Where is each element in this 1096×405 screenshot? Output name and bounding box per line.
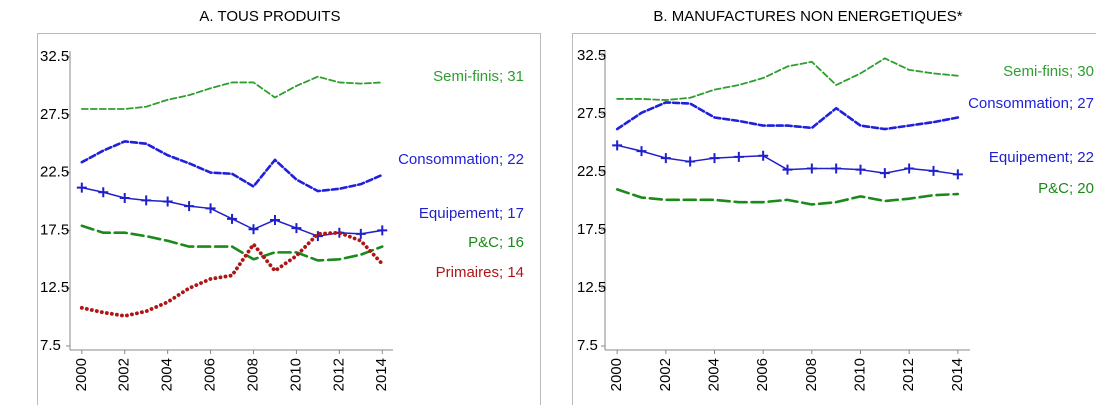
plus-marker [636, 146, 647, 157]
chart-title: B. MANUFACTURES NON ENERGETIQUES* [653, 8, 962, 25]
x-tick-label: 2012 [900, 358, 917, 391]
series-line [81, 186, 384, 237]
plus-marker [98, 187, 109, 198]
plus-marker [831, 163, 842, 174]
series-line [79, 230, 385, 318]
plus-marker [205, 203, 216, 214]
plus-marker [709, 153, 720, 164]
plus-marker [162, 196, 173, 207]
plus-marker [269, 214, 280, 225]
panel-frame [572, 33, 1096, 405]
series-label: Semi-finis; 30 [1003, 63, 1094, 80]
plus-marker [855, 164, 866, 175]
plus-marker [660, 153, 671, 164]
y-tick-label: 17.5 [577, 221, 606, 238]
plus-marker [377, 225, 388, 236]
plus-marker [184, 201, 195, 212]
plus-marker [141, 195, 152, 206]
plus-marker [76, 182, 87, 193]
plus-marker [355, 228, 366, 239]
plus-marker [782, 164, 793, 175]
series-label: Equipement; 17 [419, 205, 524, 222]
y-tick-label: 7.5 [40, 337, 61, 354]
series-label: Consommation; 22 [398, 151, 524, 168]
series-line [615, 188, 960, 206]
plus-marker [248, 224, 259, 235]
plus-marker [904, 163, 915, 174]
plus-marker [119, 193, 130, 204]
x-tick-label: 2002 [657, 358, 674, 391]
y-tick-label: 27.5 [40, 106, 69, 123]
series-label: P&C; 20 [1038, 180, 1094, 197]
series-label: Equipement; 22 [989, 149, 1094, 166]
plus-marker [806, 163, 817, 174]
x-tick-label: 2012 [330, 358, 347, 391]
x-tick-label: 2002 [116, 358, 133, 391]
x-tick-label: 2000 [73, 358, 90, 391]
x-tick-label: 2006 [202, 358, 219, 391]
plus-marker [879, 168, 890, 179]
plus-marker [685, 156, 696, 167]
panel-frame [37, 33, 541, 405]
series-line [80, 140, 384, 193]
y-tick-label: 7.5 [577, 337, 598, 354]
x-tick-label: 2014 [949, 358, 966, 391]
x-tick-label: 2008 [244, 358, 261, 391]
plus-marker [928, 165, 939, 176]
x-tick-label: 2010 [851, 358, 868, 391]
series-label: Primaires; 14 [436, 264, 524, 281]
x-tick-label: 2008 [803, 358, 820, 391]
y-tick-label: 22.5 [40, 164, 69, 181]
x-tick-label: 2000 [608, 358, 625, 391]
x-tick-label: 2014 [373, 358, 390, 391]
y-tick-label: 32.5 [40, 48, 69, 65]
x-tick-label: 2010 [287, 358, 304, 391]
series-line [616, 57, 959, 101]
series-line [80, 75, 384, 110]
y-tick-label: 27.5 [577, 105, 606, 122]
y-tick-label: 32.5 [577, 47, 606, 64]
x-tick-label: 2006 [754, 358, 771, 391]
series-label: P&C; 16 [468, 234, 524, 251]
series-label: Consommation; 27 [968, 95, 1094, 112]
y-tick-label: 12.5 [40, 279, 69, 296]
plus-marker [733, 151, 744, 162]
x-tick-label: 2004 [705, 358, 722, 391]
plus-marker [612, 140, 623, 151]
y-tick-label: 17.5 [40, 221, 69, 238]
series-line [80, 224, 384, 262]
x-tick-label: 2004 [159, 358, 176, 391]
series-line [615, 101, 960, 131]
plus-marker [291, 223, 302, 234]
chart-title: A. TOUS PRODUITS [199, 8, 340, 25]
y-tick-label: 22.5 [577, 163, 606, 180]
series-label: Semi-finis; 31 [433, 68, 524, 85]
plus-marker [227, 213, 238, 224]
plus-marker [758, 150, 769, 161]
y-tick-label: 12.5 [577, 279, 606, 296]
plus-marker [952, 169, 963, 180]
